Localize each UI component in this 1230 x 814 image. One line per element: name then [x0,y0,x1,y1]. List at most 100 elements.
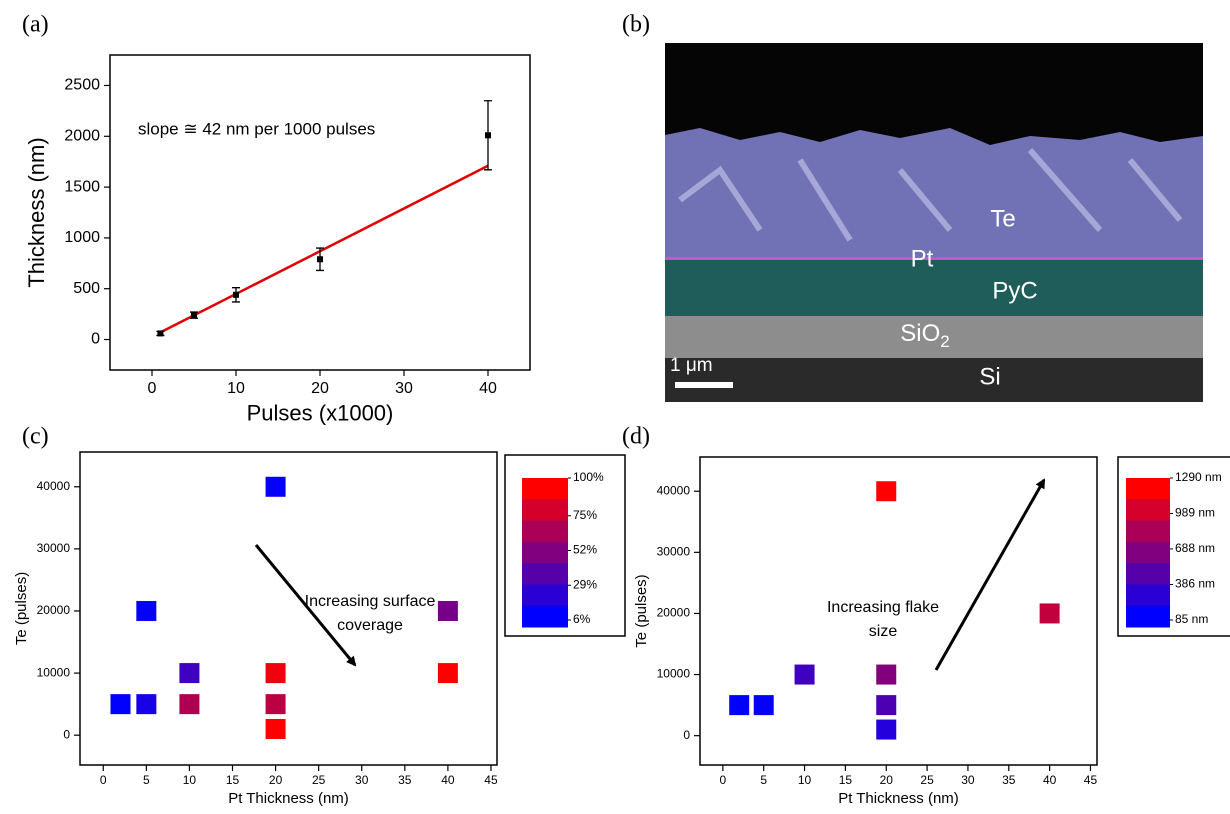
colorbar-label: 1290 nm [1175,470,1222,484]
data-point [266,477,286,497]
x-tick-label: 5 [143,773,150,787]
x-tick-label: 45 [484,773,498,787]
colorbar-label: 688 nm [1175,541,1215,555]
data-point [110,694,130,714]
panel-label: (a) [22,12,49,38]
data-point [729,695,749,715]
y-tick-label: 20000 [37,603,71,617]
y-tick-label: 40000 [37,479,71,493]
x-tick-label: 15 [839,773,853,787]
scale-bar-label: 1 μm [670,355,713,376]
figure: (a)01020304005001000150020002500Pulses (… [0,0,1230,814]
x-tick-label: 30 [395,380,413,397]
y-tick-label: 2500 [64,77,100,94]
annotation: size [869,623,898,640]
data-point [876,665,896,685]
x-axis-label: Pulses (x1000) [247,401,394,426]
layer-label-text: SiO [900,320,940,347]
x-tick-label: 40 [1043,773,1057,787]
data-point [438,663,458,683]
y-tick-label: 0 [63,727,70,741]
data-point [179,663,199,683]
si-layer [665,358,1203,402]
data-point [136,601,156,621]
colorbar-label: 52% [573,543,597,557]
colorbar-band [1126,521,1170,543]
data-point [266,694,286,714]
x-tick-label: 15 [226,773,240,787]
x-axis-label: Pt Thickness (nm) [228,790,349,807]
colorbar-label: 75% [573,508,597,522]
annotation: Increasing surface [305,593,436,610]
y-tick-label: 10000 [37,665,71,679]
colorbar-label: 29% [573,577,597,591]
x-tick-label: 5 [760,773,767,787]
scale-bar [675,382,733,388]
annotation: Increasing flake [827,599,939,616]
colorbar-label: 100% [573,470,604,484]
te-layer [665,128,1203,258]
data-point [876,720,896,740]
y-tick-label: 1500 [64,178,100,195]
x-tick-label: 30 [961,773,975,787]
colorbar-band [1126,584,1170,606]
data-point [485,132,491,138]
pt-layer [665,257,1203,260]
y-axis-label: Thickness (nm) [24,137,49,287]
colorbar-band [522,499,568,521]
data-point [266,663,286,683]
x-tick-label: 35 [398,773,412,787]
colorbar-band [522,478,568,500]
y-axis-label: Te (pulses) [13,572,30,645]
x-tick-label: 25 [920,773,934,787]
colorbar-band [522,606,568,628]
colorbar-label: 989 nm [1175,506,1215,520]
y-tick-label: 500 [73,280,100,297]
y-tick-label: 40000 [657,483,691,497]
colorbar-label: 85 nm [1175,612,1208,626]
layer-label-subscript: 2 [940,332,949,351]
layer-label: PyC [992,277,1037,304]
x-tick-label: 0 [720,773,727,787]
x-tick-label: 10 [798,773,812,787]
data-point [191,312,197,318]
data-point [1040,603,1060,623]
data-point [233,292,239,298]
colorbar-band [522,563,568,585]
layer-label: Pt [911,245,934,272]
x-tick-label: 40 [441,773,455,787]
data-point [157,330,163,336]
y-axis-label: Te (pulses) [633,574,650,647]
colorbar-label: 386 nm [1175,577,1215,591]
panel-label: (d) [622,424,650,450]
colorbar-band [1126,499,1170,521]
colorbar-band [522,542,568,564]
x-axis-label: Pt Thickness (nm) [838,790,959,807]
y-tick-label: 10000 [657,667,691,681]
y-tick-label: 0 [91,331,100,348]
x-tick-label: 20 [311,380,329,397]
colorbar-band [522,584,568,606]
data-point [179,694,199,714]
y-tick-label: 1000 [64,229,100,246]
data-point [438,601,458,621]
annotation: slope ≅ 42 nm per 1000 pulses [138,119,375,138]
annotation: coverage [337,617,403,634]
colorbar-band [1126,542,1170,564]
x-tick-label: 45 [1084,773,1098,787]
y-tick-label: 2000 [64,128,100,145]
x-tick-label: 25 [312,773,326,787]
x-tick-label: 20 [269,773,283,787]
layer-label: Te [990,205,1015,232]
data-point [266,719,286,739]
data-point [317,256,323,262]
colorbar-label: 6% [573,612,591,626]
x-tick-label: 30 [355,773,369,787]
y-tick-label: 20000 [657,606,691,620]
x-tick-label: 35 [1002,773,1016,787]
colorbar-band [1126,606,1170,628]
y-tick-label: 0 [683,728,690,742]
y-tick-label: 30000 [37,541,71,555]
layer-label: Si [979,363,1000,390]
x-tick-label: 0 [148,380,157,397]
